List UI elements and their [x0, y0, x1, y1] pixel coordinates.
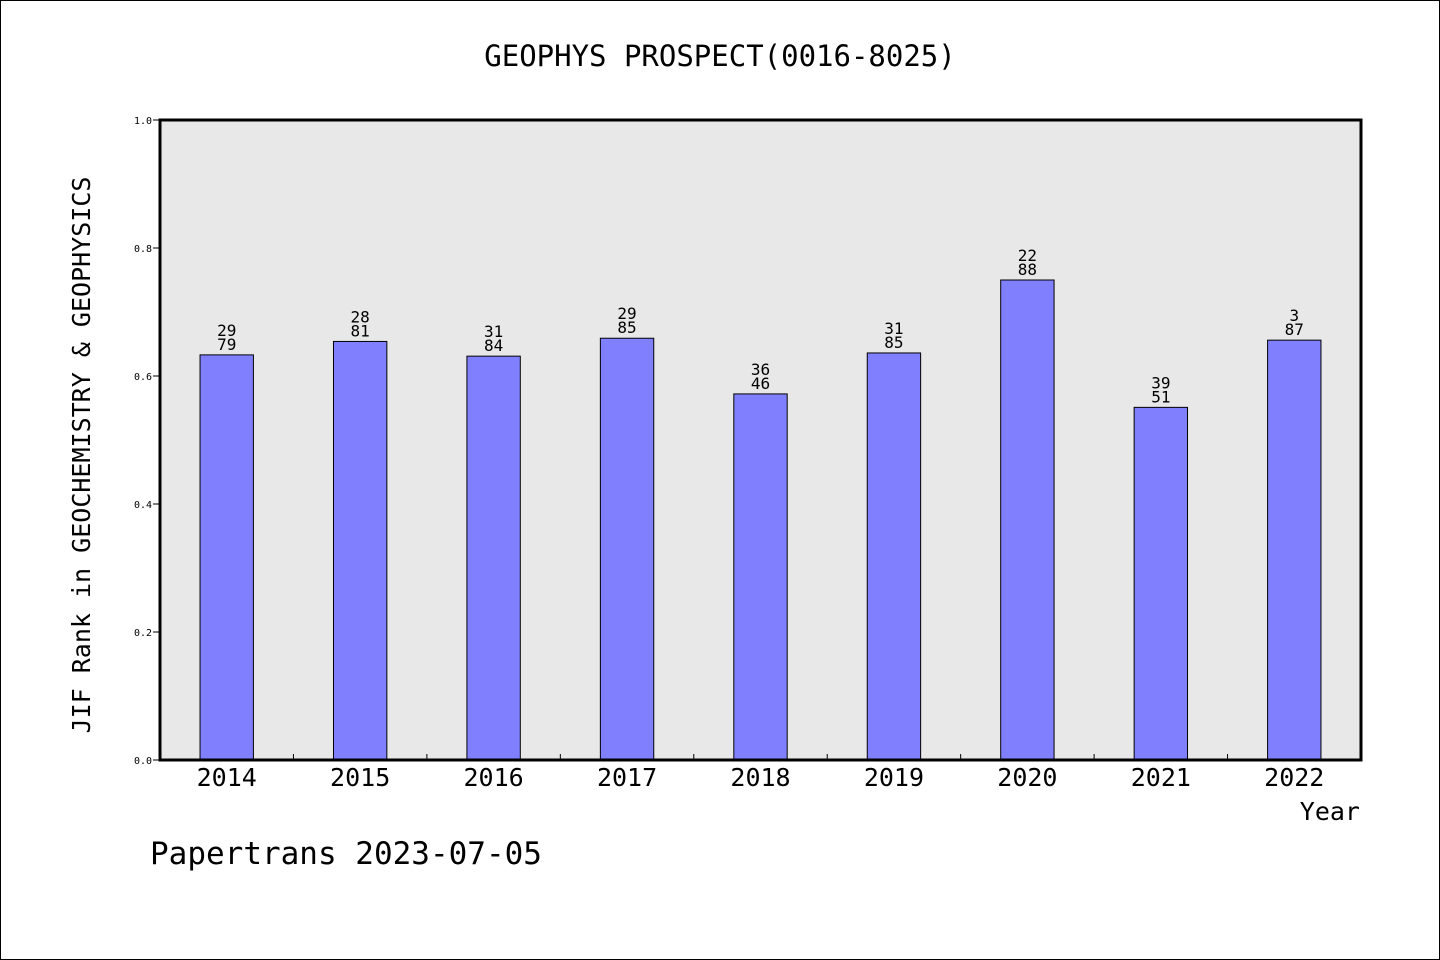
data-label-top: 28: [351, 307, 370, 326]
data-label-bottom: 51: [1151, 387, 1170, 406]
data-label-top: 31: [484, 322, 503, 341]
data-label-bottom: 85: [617, 318, 636, 337]
x-tick-label: 2016: [464, 763, 524, 792]
bar: [866, 352, 922, 761]
bar: [733, 393, 788, 761]
data-label-bottom: 46: [751, 374, 770, 393]
data-label-bottom: 79: [217, 335, 236, 354]
data-label-top: 39: [1151, 373, 1170, 392]
plot-border-rect: [158, 118, 1363, 762]
y-tick-label: 0.4: [134, 500, 152, 511]
x-tick-label: 2021: [1131, 763, 1191, 792]
bar: [1267, 339, 1322, 761]
data-label-top: 29: [617, 304, 636, 323]
data-label-top: 22: [1018, 246, 1037, 265]
data-label-bottom: 85: [884, 333, 903, 352]
y-axis: 0.0 0.2 0.4 0.6 0.8 1.0: [134, 116, 160, 767]
y-tick-label: 1.0: [134, 116, 152, 127]
data-label-bottom: 87: [1285, 320, 1304, 339]
plot-border: [158, 118, 1363, 762]
x-tick-label: 2019: [864, 763, 924, 792]
x-tick-label: 2018: [730, 763, 790, 792]
x-tick-label: 2020: [997, 763, 1057, 792]
x-tick-label: 2014: [197, 763, 257, 792]
y-tick-label: 0.6: [134, 372, 152, 383]
bar: [599, 337, 655, 761]
data-label-top: 36: [751, 360, 770, 379]
data-label-top: 29: [217, 321, 236, 340]
x-tick-label: 2022: [1264, 763, 1324, 792]
bar: [332, 340, 388, 761]
chart-title: GEOPHYS PROSPECT(0016-8025): [484, 39, 955, 73]
y-tick-label: 0.2: [134, 628, 152, 639]
y-axis-label: JIF Rank in GEOCHEMISTRY & GEOPHYSICS: [67, 177, 96, 734]
x-tick-label: 2015: [330, 763, 390, 792]
data-label-bottom: 81: [351, 321, 370, 340]
x-tick-label: 2017: [597, 763, 657, 792]
x-axis: 2014 2015 2016 2017 2018 2019 2020 2021 2022: [197, 754, 1324, 792]
footer-credit: Papertrans 2023-07-05: [150, 836, 542, 872]
bar: [466, 355, 521, 761]
data-label-top: 3: [1289, 306, 1299, 325]
data-label-top: 31: [884, 319, 903, 338]
bars: [199, 279, 1322, 761]
bar: [1133, 406, 1189, 761]
x-axis-label: Year: [1300, 797, 1360, 826]
data-label-bottom: 88: [1018, 260, 1037, 279]
data-label-bottom: 84: [484, 336, 503, 355]
y-tick-label: 0.8: [134, 244, 152, 255]
y-tick-label: 0.0: [134, 756, 152, 767]
bar: [1000, 279, 1055, 761]
bar: [199, 354, 254, 761]
